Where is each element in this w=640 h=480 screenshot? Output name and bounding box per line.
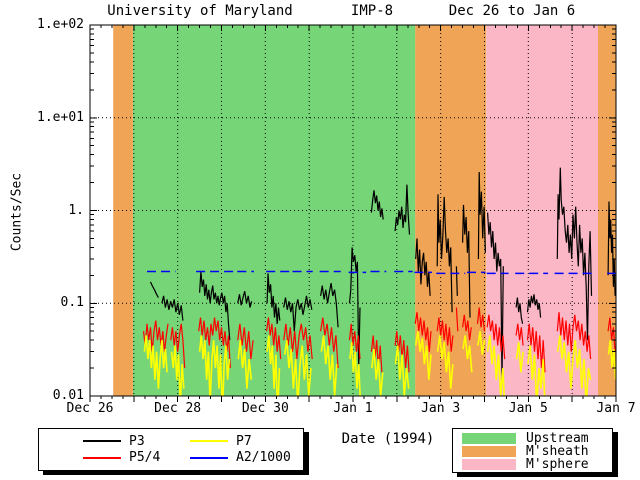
x-tick-label: Jan 5: [508, 401, 548, 416]
x-tick-label: Jan 7: [596, 401, 636, 416]
legend-item-a2: A2/1000: [190, 450, 297, 467]
title-date-range: Dec 26 to Jan 6: [448, 3, 576, 19]
series-p3: [149, 167, 616, 380]
legend-item-p3: P3: [83, 433, 190, 450]
axes-frame: [89, 24, 617, 402]
legend-item-label: M'sphere: [526, 457, 589, 472]
region-legend: Upstream M'sheath M'sphere: [452, 428, 613, 473]
series-p54: [142, 307, 616, 373]
a2-line-sample: [190, 456, 228, 459]
series-legend: P3 P5/4 P7 A2/1000: [38, 428, 304, 471]
legend-item-label: M'sheath: [526, 444, 589, 459]
p7-line-sample: [190, 440, 228, 443]
y-tick-label: 1.e+01: [37, 109, 84, 125]
title-institution: University of Maryland: [107, 3, 293, 19]
x-tick-label: Dec 28: [154, 401, 202, 416]
msheath-swatch: [462, 446, 516, 457]
legend-item-upstream: Upstream: [462, 432, 606, 445]
legend-item-p54: P5/4: [83, 450, 190, 467]
legend-item-label: A2/1000: [236, 450, 291, 466]
p3-line-sample: [83, 440, 121, 443]
region-band-msheath: [113, 25, 133, 396]
legend-item-label: P5/4: [129, 450, 161, 466]
y-tick-label: 0.01: [52, 388, 84, 403]
legend-item-label: P3: [129, 433, 145, 449]
x-tick-label: Jan 3: [421, 401, 461, 416]
upstream-swatch: [462, 433, 516, 444]
x-tick-label: Dec 30: [241, 401, 289, 416]
legend-item-label: P7: [236, 433, 252, 449]
legend-item-msphere: M'sphere: [462, 458, 606, 471]
region-bands: [113, 25, 616, 396]
series-p7: [143, 331, 616, 396]
x-tick-label: Jan 1: [333, 401, 373, 416]
y-tick-label: 0.1: [60, 295, 84, 311]
y-tick-label: 1.e+02: [37, 17, 84, 32]
legend-item-label: Upstream: [526, 431, 589, 446]
p54-line-sample: [83, 456, 121, 459]
title-spacecraft: IMP-8: [350, 3, 394, 19]
legend-item-msheath: M'sheath: [462, 445, 606, 458]
y-tick-label: 1.: [68, 202, 84, 218]
x-tick-label: Dec 26: [66, 401, 114, 416]
msphere-swatch: [462, 459, 516, 470]
series-a21000: [147, 270, 616, 275]
x-axis-title: Date (1994): [341, 431, 435, 447]
legend-item-p7: P7: [190, 433, 297, 450]
